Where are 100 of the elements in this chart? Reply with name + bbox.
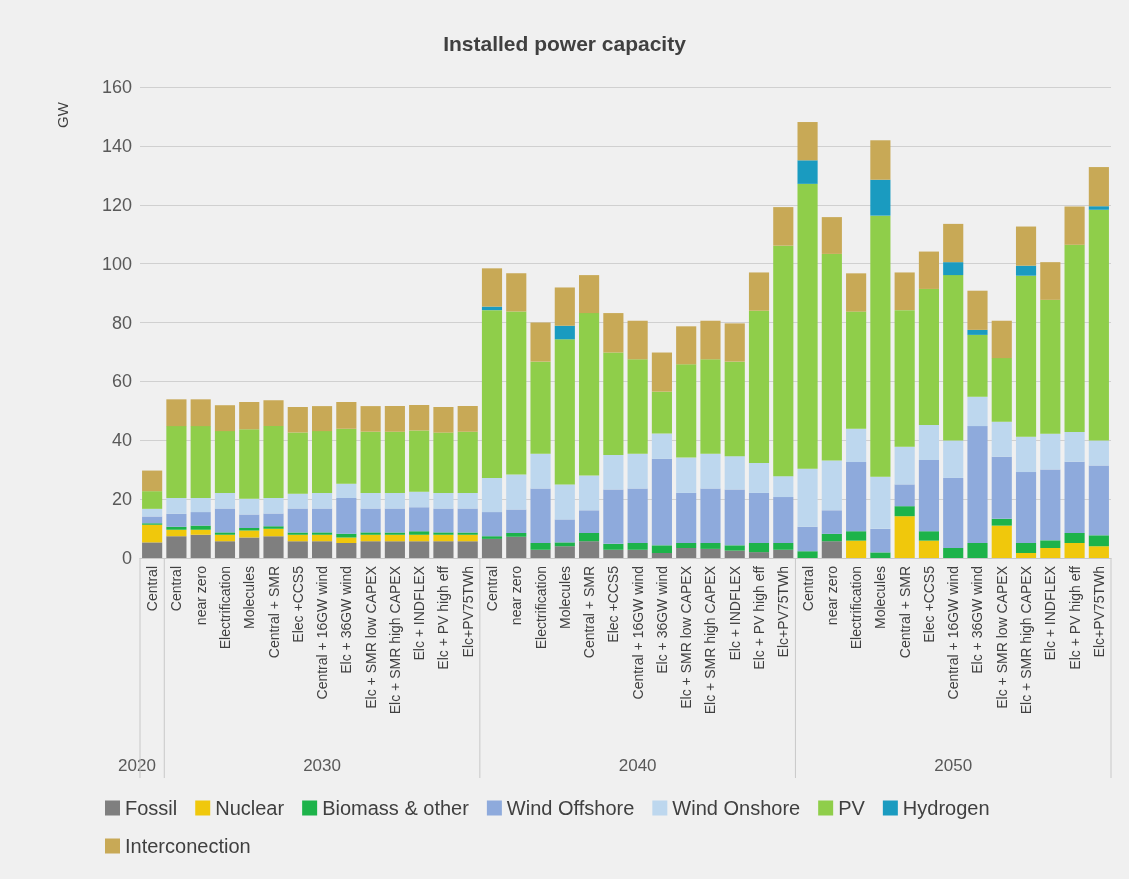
bar — [918, 251, 940, 289]
bar — [384, 534, 405, 542]
bar — [457, 541, 478, 558]
bar — [360, 431, 381, 493]
bar — [311, 406, 333, 432]
bar — [263, 536, 284, 558]
bar — [457, 492, 478, 509]
bar — [481, 477, 503, 513]
bar — [943, 262, 964, 276]
bar — [506, 311, 527, 475]
bar — [1015, 553, 1037, 558]
bar — [506, 536, 527, 558]
y-tick-label: 40 — [111, 430, 132, 451]
x-tick-label: Electrification — [532, 566, 549, 650]
bar — [166, 526, 187, 530]
x-tick-label: Elec +CCS5 — [920, 565, 937, 643]
x-tick-label: Elc + PV high eff — [435, 565, 452, 670]
bar — [433, 492, 454, 509]
bar — [943, 440, 964, 478]
bar — [554, 484, 575, 520]
bar — [190, 426, 211, 498]
bar — [700, 548, 721, 558]
bar — [1088, 535, 1109, 547]
text: 2040 — [618, 755, 657, 775]
bar — [603, 313, 624, 353]
bar — [142, 491, 163, 509]
bar — [239, 537, 260, 558]
bar — [311, 431, 333, 493]
bar — [894, 272, 915, 311]
bar — [166, 399, 187, 427]
bar — [870, 215, 891, 477]
bar — [190, 529, 211, 535]
x-tick-label: Elc+PV75TWh — [1090, 566, 1107, 658]
bar — [943, 223, 964, 263]
bar — [724, 545, 745, 551]
x-tick-label: Electrification — [216, 566, 233, 650]
bar — [773, 549, 794, 558]
bar — [530, 549, 551, 558]
bar — [943, 477, 964, 548]
x-tick-label: Electrification — [848, 566, 865, 650]
bar — [627, 542, 648, 550]
bar — [481, 512, 503, 537]
bar — [214, 541, 236, 558]
bar — [409, 404, 430, 431]
bar — [239, 527, 260, 531]
y-axis-title: GW — [53, 101, 71, 128]
x-tick-label: Elc + INDFLEX — [726, 565, 743, 661]
y-tick-label: 160 — [101, 77, 132, 97]
bar — [166, 536, 187, 558]
bar — [846, 531, 867, 541]
bar — [821, 541, 842, 558]
bar — [409, 491, 430, 508]
bar — [166, 497, 187, 514]
bar — [287, 541, 308, 558]
bar — [360, 541, 381, 558]
bar — [384, 492, 405, 509]
bar — [530, 488, 551, 543]
bar — [846, 273, 867, 312]
bar — [481, 536, 503, 539]
bar — [967, 426, 988, 543]
x-tick-label: Central — [483, 566, 500, 612]
x-tick-label: Molecules — [556, 566, 573, 630]
bar — [870, 476, 891, 529]
bar — [846, 462, 867, 532]
x-tick-label: Molecules — [872, 566, 889, 630]
bar — [724, 323, 745, 362]
bar — [700, 488, 721, 543]
bar — [311, 492, 333, 509]
x-tick-label: Central — [144, 566, 161, 612]
bar — [311, 541, 333, 558]
bar — [1088, 465, 1109, 536]
y-tick-label: 100 — [101, 253, 132, 274]
bar — [1064, 542, 1085, 558]
bar — [748, 492, 770, 543]
bar — [676, 547, 697, 558]
bar — [651, 352, 672, 392]
bar — [627, 320, 648, 360]
x-tick-label: Central — [168, 566, 185, 612]
bar — [724, 361, 745, 457]
text: 2050 — [934, 755, 973, 775]
x-tick-label: Central + SMR — [896, 566, 913, 659]
bar — [579, 541, 600, 558]
bar — [821, 253, 842, 461]
bar — [239, 429, 260, 499]
bar — [530, 361, 551, 454]
bar — [918, 288, 940, 425]
bar — [214, 431, 236, 493]
bar — [603, 352, 624, 455]
bar — [481, 310, 503, 478]
bar — [409, 507, 430, 532]
bar — [190, 534, 211, 558]
bar — [894, 310, 915, 447]
bar — [748, 542, 770, 553]
bar — [433, 532, 454, 535]
bar — [1064, 461, 1085, 533]
bar — [433, 432, 454, 493]
bar — [943, 547, 964, 558]
bar — [773, 245, 794, 477]
bar — [360, 508, 381, 533]
bar — [360, 534, 381, 542]
